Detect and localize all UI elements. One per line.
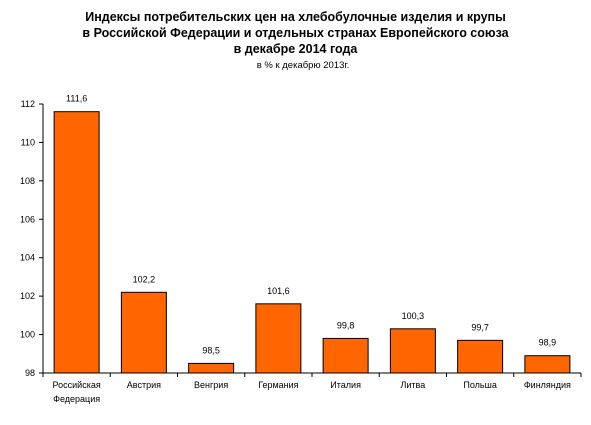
category-labels: Российская Федерация Австрия Венгрия Германи… <box>53 380 572 404</box>
chart-title-line-3: в декабре 2014 года <box>233 42 358 56</box>
category-label-line: Польша <box>463 380 496 390</box>
category-label: Венгрия <box>194 380 228 390</box>
category-label: Литва <box>401 380 426 390</box>
bars <box>53 111 571 374</box>
chart-title-line-1: Индексы потребительских цен на хлебобуло… <box>85 10 506 24</box>
y-tick-label: 100 <box>20 330 35 340</box>
category-label-line: Литва <box>401 380 426 390</box>
y-tick-label: 112 <box>21 99 35 109</box>
chart-subtitle: в % к декабрю 2013г. <box>256 60 350 71</box>
category-label: Австрия <box>127 380 161 390</box>
category-label-line: Венгрия <box>194 380 228 390</box>
y-tick-label: 108 <box>20 176 35 186</box>
value-label: 111,6 <box>66 94 87 104</box>
category-label: Италия <box>330 380 361 390</box>
y-axis: 98 100 102 104 106 108 110 112 <box>20 99 44 378</box>
category-label: Польша <box>463 380 496 390</box>
chart-title: Индексы потребительских цен на хлебобуло… <box>0 9 591 57</box>
y-tick-label: 98 <box>25 368 35 378</box>
value-label: 102,2 <box>133 274 156 284</box>
bar <box>322 337 369 374</box>
bar <box>53 111 100 374</box>
bar <box>457 339 504 374</box>
category-label: Российская Федерация <box>53 380 101 404</box>
chart-title-line-2: в Российской Федерации и отдельных стран… <box>82 26 509 40</box>
value-labels: 111,6 102,2 98,5 101,6 99,8 100,3 99,7 98,9 <box>66 94 556 356</box>
value-label: 100,3 <box>402 311 425 321</box>
value-label: 101,6 <box>267 286 290 296</box>
category-label-line: Российская <box>53 380 101 390</box>
bar <box>120 291 167 374</box>
y-tick-label: 106 <box>20 214 35 224</box>
value-label: 98,9 <box>539 338 557 348</box>
category-label-line: Финляндия <box>524 380 571 390</box>
bar <box>389 328 436 374</box>
category-label-line: Италия <box>330 380 361 390</box>
bar <box>255 303 302 374</box>
value-label: 99,7 <box>471 322 489 332</box>
bar <box>524 355 571 374</box>
category-label-line: Австрия <box>127 380 161 390</box>
value-label: 98,5 <box>202 345 220 355</box>
category-label: Германия <box>258 380 298 390</box>
category-label-line: Германия <box>258 380 298 390</box>
x-axis <box>42 372 582 377</box>
bar <box>188 362 235 374</box>
y-tick-label: 110 <box>21 137 35 147</box>
y-tick-label: 102 <box>20 291 35 301</box>
value-label: 99,8 <box>337 320 355 330</box>
category-label-line: Федерация <box>53 394 100 404</box>
y-tick-label: 104 <box>20 253 35 263</box>
category-label: Финляндия <box>524 380 571 390</box>
